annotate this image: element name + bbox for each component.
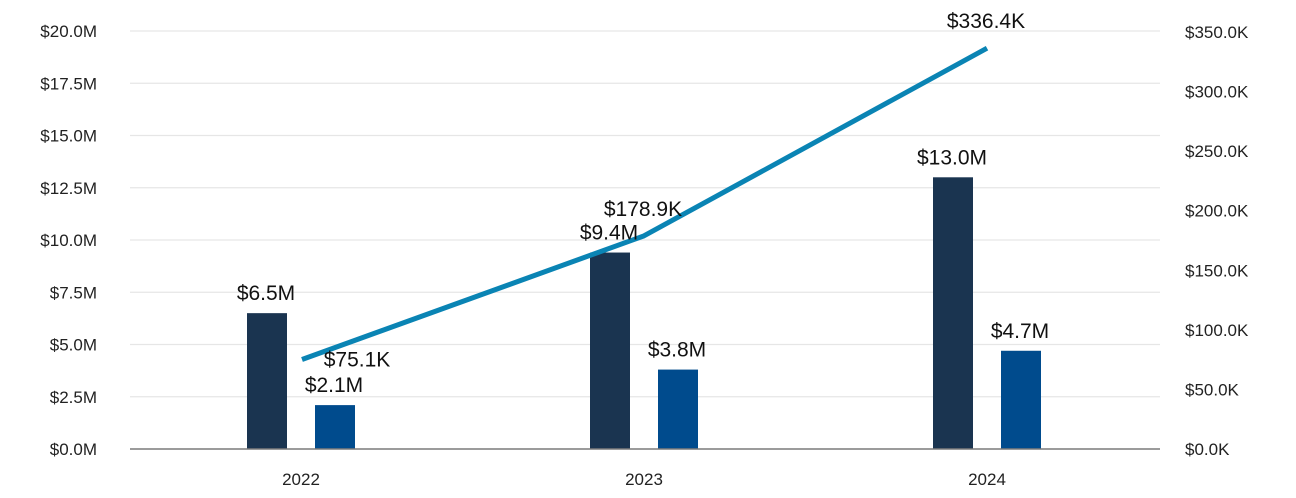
y-right-tick-label: $150.0K (1185, 261, 1249, 280)
bar (590, 252, 630, 449)
y-right-tick-label: $250.0K (1185, 142, 1249, 161)
x-tick-label: 2022 (282, 470, 320, 489)
y-left-tick-label: $0.0M (50, 440, 97, 459)
bar-data-label: $4.7M (991, 320, 1049, 343)
y-left-tick-label: $2.5M (50, 388, 97, 407)
x-tick-label: 2024 (968, 470, 1006, 489)
line-series (301, 46, 989, 362)
y-right-tick-label: $0.0K (1185, 440, 1230, 459)
y-left-tick-label: $15.0M (40, 127, 97, 146)
axis-ticks: $0.0M $2.5M $5.0M $7.5M $10.0M $12.5M $15.0M $1… (40, 22, 1249, 489)
line-data-label: $178.9K (604, 198, 682, 221)
y-right-tick-label: $200.0K (1185, 202, 1249, 221)
bar (1001, 350, 1041, 449)
x-tick-label: 2023 (625, 470, 663, 489)
line-data-label: $336.4K (947, 10, 1025, 33)
y-left-tick-label: $17.5M (40, 74, 97, 93)
bar (658, 369, 698, 449)
bars (247, 177, 1041, 450)
y-right-tick-label: $350.0K (1185, 23, 1249, 42)
y-right-tick-label: $100.0K (1185, 321, 1249, 340)
y-left-tick-label: $20.0M (40, 22, 97, 41)
bar (315, 405, 355, 449)
y-right-tick-label: $50.0K (1185, 380, 1240, 399)
line-series-path (301, 46, 989, 362)
bar-data-label: $3.8M (648, 339, 706, 362)
bar-data-label: $2.1M (305, 374, 363, 397)
bar (933, 177, 973, 450)
bar (247, 313, 287, 449)
y-right-tick-label: $300.0K (1185, 83, 1249, 102)
line-data-label: $75.1K (324, 349, 391, 372)
bar-data-label: $13.0M (917, 146, 987, 169)
y-left-tick-label: $5.0M (50, 336, 97, 355)
bar-data-label: $9.4M (580, 222, 638, 245)
bar-data-label: $6.5M (237, 282, 295, 305)
y-left-tick-label: $12.5M (40, 179, 97, 198)
y-left-tick-label: $10.0M (40, 231, 97, 250)
data-labels: $6.5M $9.4M $13.0M $2.1M $3.8M $4.7M $75.1K $17… (237, 10, 1049, 397)
y-left-tick-label: $7.5M (50, 283, 97, 302)
gridlines (130, 30, 1160, 398)
